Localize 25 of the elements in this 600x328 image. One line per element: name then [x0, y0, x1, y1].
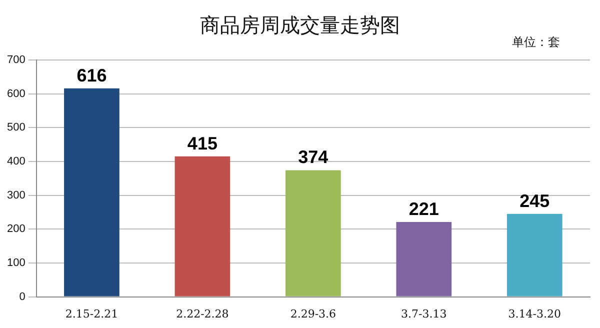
x-tick-label: 2.15-2.21: [65, 307, 118, 320]
y-tick-label: 400: [6, 156, 26, 168]
chart-title: 商品房周成交量走势图: [200, 13, 400, 37]
bar: [285, 170, 341, 296]
bar: [396, 222, 452, 296]
x-tick-label: 2.22-2.28: [176, 307, 229, 320]
y-tick-label: 100: [6, 257, 26, 270]
data-label: 616: [76, 65, 107, 86]
x-tick-label: 3.7-3.13: [401, 307, 447, 320]
data-label: 245: [520, 190, 550, 211]
y-tick-label: 700: [6, 54, 26, 66]
y-tick-label: 200: [6, 223, 26, 236]
y-tick-label: 300: [6, 189, 26, 202]
x-tick-label: 2.29-3.6: [290, 307, 336, 320]
bar: [64, 88, 120, 296]
text: 单位：套: [512, 34, 560, 51]
y-tick-label: 0: [19, 290, 26, 303]
y-tick-label: 500: [6, 122, 26, 134]
data-label: 374: [298, 147, 328, 168]
data-label: 415: [187, 133, 218, 154]
bar: [174, 156, 230, 296]
data-label: 221: [408, 199, 439, 220]
x-tick-label: 3.14-3.20: [508, 307, 561, 320]
bar: [506, 214, 562, 296]
y-tick-label: 600: [6, 88, 26, 100]
